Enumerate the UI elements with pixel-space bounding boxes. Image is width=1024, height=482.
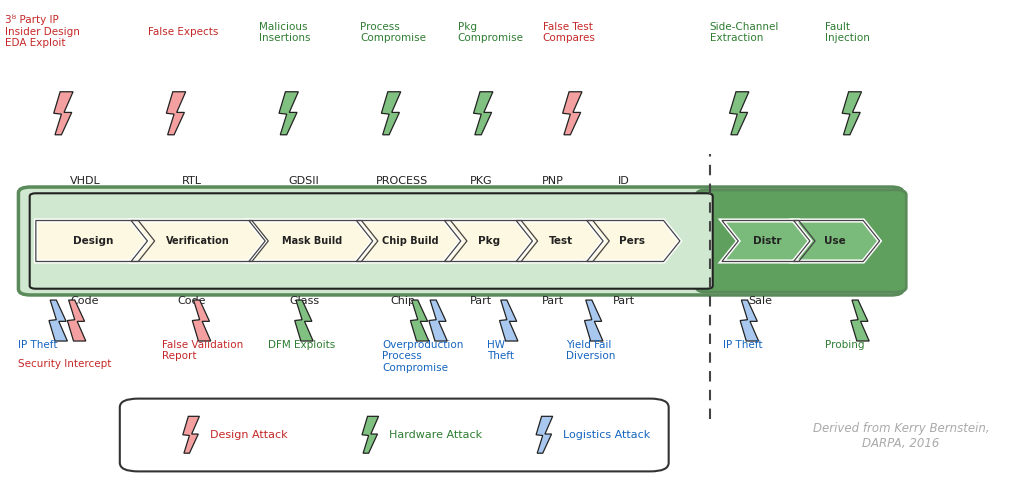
FancyBboxPatch shape [696,190,906,292]
Text: PROCESS: PROCESS [376,175,429,186]
Polygon shape [444,221,538,261]
Text: Code: Code [71,296,99,307]
Text: Process
Compromise: Process Compromise [360,22,426,43]
Text: Chip: Chip [390,296,415,307]
Text: RTL: RTL [181,175,202,186]
Polygon shape [356,221,467,261]
Text: Pkg: Pkg [478,236,501,246]
Text: Verification: Verification [166,236,230,246]
Text: Logistics Attack: Logistics Attack [563,430,650,440]
Text: Use: Use [824,236,846,246]
Text: IP Theft: IP Theft [18,340,58,350]
Text: ID: ID [617,175,630,186]
Polygon shape [729,92,749,135]
Polygon shape [166,92,185,135]
Polygon shape [193,300,211,341]
Text: PKG: PKG [470,175,493,186]
FancyBboxPatch shape [30,193,713,289]
Text: Distr: Distr [753,236,781,246]
Polygon shape [49,300,68,341]
Text: HW
Theft: HW Theft [487,340,514,362]
Text: Security Intercept: Security Intercept [18,359,112,369]
Text: VHDL: VHDL [70,175,100,186]
Text: False Validation
Report: False Validation Report [162,340,243,362]
Polygon shape [362,416,379,453]
Text: PNP: PNP [542,175,564,186]
Text: Code: Code [177,296,206,307]
Text: Fault
Injection: Fault Injection [825,22,870,43]
Polygon shape [794,221,880,261]
Text: DFM Exploits: DFM Exploits [268,340,336,350]
Polygon shape [429,300,447,341]
Polygon shape [411,300,429,341]
Polygon shape [562,92,582,135]
Text: Part: Part [470,296,493,307]
Text: Yield Fail
Diversion: Yield Fail Diversion [566,340,615,362]
Polygon shape [516,221,609,261]
Polygon shape [722,221,815,261]
Text: Mask Build: Mask Build [282,236,342,246]
Polygon shape [473,92,493,135]
Polygon shape [851,300,869,341]
Polygon shape [68,300,86,341]
FancyBboxPatch shape [120,399,669,471]
Polygon shape [500,300,518,341]
Text: Derived from Kerry Bernstein,
DARPA, 2016: Derived from Kerry Bernstein, DARPA, 201… [813,422,989,450]
FancyBboxPatch shape [18,187,903,295]
Text: Glass: Glass [289,296,319,307]
Text: Part: Part [542,296,564,307]
Polygon shape [740,300,759,341]
Polygon shape [279,92,298,135]
Text: Malicious
Insertions: Malicious Insertions [259,22,310,43]
Polygon shape [585,300,603,341]
Text: False Expects: False Expects [148,27,219,37]
Polygon shape [183,416,200,453]
Polygon shape [53,92,73,135]
Polygon shape [295,300,313,341]
Text: Hardware Attack: Hardware Attack [389,430,482,440]
Text: Design Attack: Design Attack [210,430,288,440]
Text: 3ᴽ Party IP
Insider Design
EDA Exploit: 3ᴽ Party IP Insider Design EDA Exploit [5,14,80,48]
Text: Pers: Pers [618,236,645,246]
Text: Chip Build: Chip Build [382,236,438,246]
Polygon shape [36,221,155,261]
Text: Part: Part [612,296,635,307]
Polygon shape [249,221,378,261]
Text: False Test
Compares: False Test Compares [543,22,596,43]
Polygon shape [537,416,553,453]
Text: Overproduction
Process
Compromise: Overproduction Process Compromise [382,340,463,373]
Text: Probing: Probing [825,340,865,350]
Polygon shape [131,221,268,261]
Text: GDSII: GDSII [289,175,319,186]
Text: Side-Channel
Extraction: Side-Channel Extraction [710,22,779,43]
Polygon shape [587,221,680,261]
Text: IP Theft: IP Theft [723,340,763,350]
Polygon shape [381,92,400,135]
Text: Test: Test [549,236,573,246]
Text: Pkg
Compromise: Pkg Compromise [458,22,523,43]
Text: Sale: Sale [748,296,772,307]
Polygon shape [842,92,861,135]
Text: Design: Design [74,236,114,246]
